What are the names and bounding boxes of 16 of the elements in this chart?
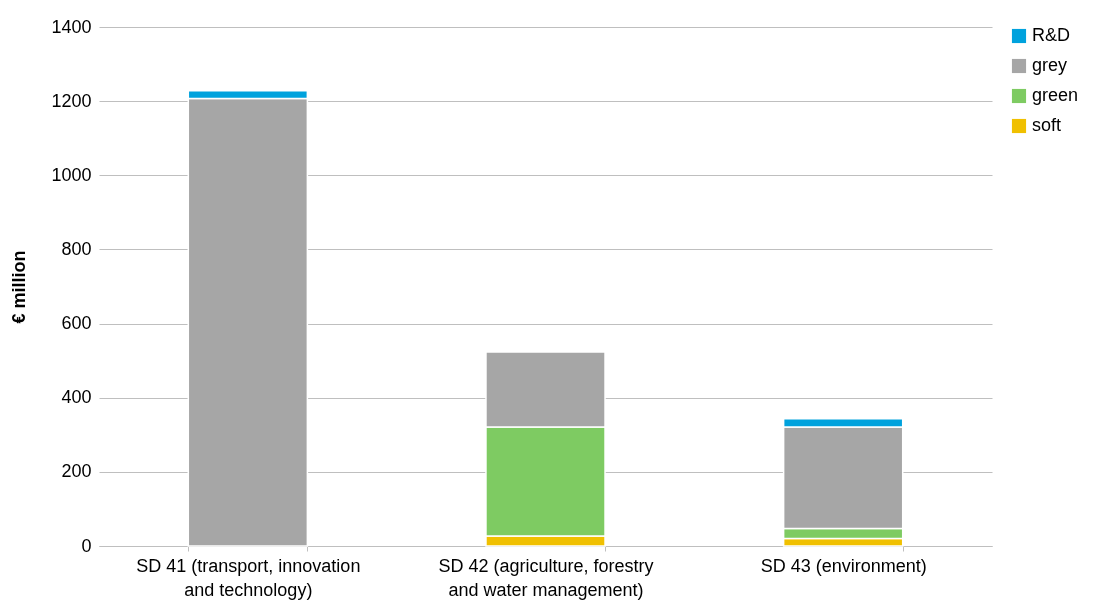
x-tick-label: SD 41 (transport, innovation and technology): [136, 555, 361, 600]
y-tick-label: 600: [61, 313, 92, 334]
y-axis-title: € million: [9, 250, 30, 324]
legend-label: green: [1032, 85, 1079, 105]
y-tick-label: 1400: [51, 16, 92, 37]
x-tick-label: SD 43 (environment): [760, 555, 927, 576]
legend-label: soft: [1032, 115, 1062, 135]
y-tick-label: 1000: [51, 164, 92, 185]
legend-label: R&D: [1032, 25, 1071, 45]
y-tick-label: 1200: [51, 90, 92, 111]
y-tick-label: 0: [81, 535, 92, 556]
y-tick-label: 400: [61, 387, 92, 408]
x-tick-label: SD 42 (agriculture, forestry and water management): [438, 555, 654, 600]
y-tick-label: 200: [61, 461, 92, 482]
y-tick-label: 800: [61, 238, 92, 259]
legend-label: grey: [1032, 55, 1068, 75]
